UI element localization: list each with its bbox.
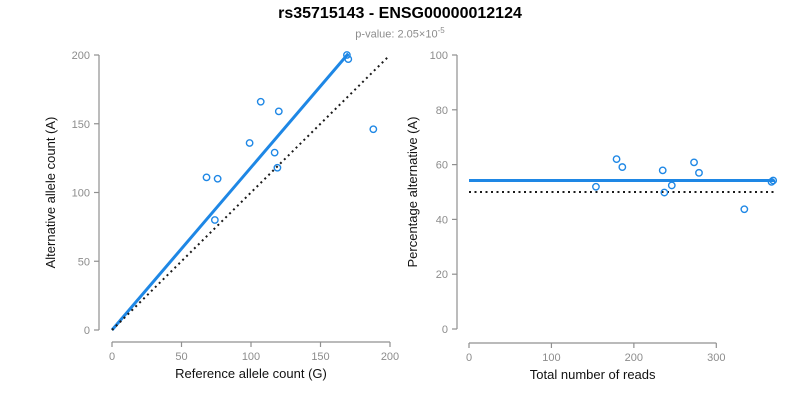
data-point xyxy=(690,158,698,167)
y-tick-label: 0 xyxy=(442,324,448,336)
data-point xyxy=(343,51,351,59)
x-axis-title: Total number of reads xyxy=(530,367,656,382)
data-point xyxy=(592,182,600,191)
y-axis-title: Alternative allele count (A) xyxy=(43,117,58,269)
x-tick-label: 100 xyxy=(242,351,260,363)
data-point xyxy=(658,166,667,175)
fit-line xyxy=(110,52,350,331)
y-tick-label: 150 xyxy=(72,119,90,131)
x-tick-label: 50 xyxy=(175,351,187,363)
y-tick-label: 80 xyxy=(436,105,448,117)
data-point xyxy=(256,97,265,106)
y-tick-label: 100 xyxy=(72,188,90,200)
x-tick-label: 0 xyxy=(466,352,472,364)
data-point xyxy=(369,125,378,134)
data-point xyxy=(769,176,778,185)
x-tick-label: 100 xyxy=(542,352,560,364)
percentage-plot: 0 20 40 60 80 100 0 100 200 300 Total number of re… xyxy=(405,50,778,382)
figure-title: rs35715143 - ENSG00000012124 xyxy=(278,5,522,22)
x-tick-label: 200 xyxy=(625,352,643,364)
pvalue-exponent: -5 xyxy=(437,26,445,35)
y-tick-label: 200 xyxy=(72,50,90,62)
data-point xyxy=(210,216,219,224)
x-tick-label: 200 xyxy=(381,351,399,363)
data-point xyxy=(274,107,283,116)
y-axis-title: Percentage alternative (A) xyxy=(405,116,420,267)
figure-subtitle: p-value: 2.05×10-5 xyxy=(0,26,800,41)
y-tick-label: 100 xyxy=(430,50,448,62)
y-tick-label: 0 xyxy=(84,325,90,337)
data-point xyxy=(660,188,669,197)
pvalue-text: p-value: 2.05×10 xyxy=(355,28,438,41)
allele-count-plot: 0 50 100 150 200 0 50 100 150 200 Reference allele… xyxy=(43,50,399,381)
data-point xyxy=(618,163,627,171)
data-point xyxy=(273,163,282,172)
y-tick-label: 40 xyxy=(436,214,448,226)
data-point xyxy=(245,139,254,147)
x-tick-label: 0 xyxy=(109,351,115,363)
x-axis-title: Reference allele count (G) xyxy=(175,366,327,381)
data-point xyxy=(767,177,776,186)
data-point xyxy=(213,174,222,183)
x-tick-label: 300 xyxy=(707,352,725,364)
data-point xyxy=(695,168,703,177)
data-point xyxy=(344,55,353,64)
y-tick-label: 20 xyxy=(436,269,448,281)
y-tick-label: 50 xyxy=(78,256,90,268)
identity-line xyxy=(111,55,390,331)
x-tick-label: 150 xyxy=(311,351,329,363)
data-point xyxy=(202,173,211,182)
data-point xyxy=(612,155,621,164)
data-point xyxy=(667,181,676,190)
data-point xyxy=(270,148,279,157)
data-point xyxy=(740,205,749,214)
y-tick-label: 60 xyxy=(436,160,448,172)
